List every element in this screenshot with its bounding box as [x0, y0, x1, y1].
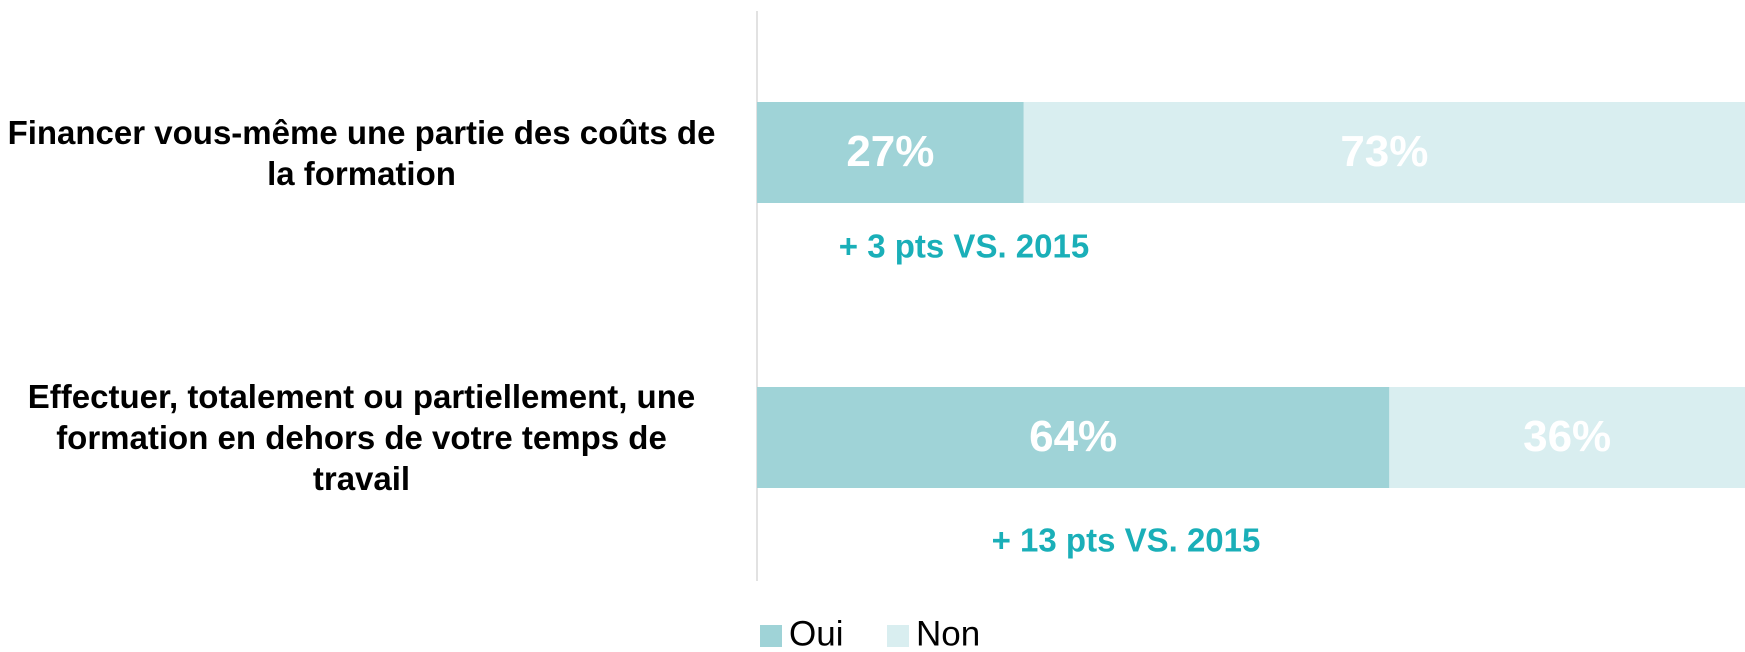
legend-label: Oui: [789, 614, 843, 652]
value-label: 36%: [1523, 412, 1611, 461]
annotation: + 13 pts VS. 2015: [992, 522, 1261, 559]
value-label: 27%: [846, 127, 934, 176]
legend-swatch: [760, 625, 782, 647]
category-text: Financer vous-même une partie des coûts …: [7, 113, 716, 192]
legend-label: Non: [916, 614, 980, 652]
bar-segment: [757, 387, 1390, 488]
bar-segment: [757, 102, 1024, 203]
legend-swatch: [887, 625, 909, 647]
annotation: + 3 pts VS. 2015: [839, 228, 1089, 265]
category-label: Financer vous-même une partie des coûts …: [0, 62, 723, 243]
category-text: Effectuer, totalement ou partiellement, …: [27, 378, 696, 497]
bar-segment: [1023, 102, 1745, 203]
value-label: 73%: [1340, 127, 1428, 176]
value-label: 64%: [1029, 412, 1117, 461]
bar-segment: [1389, 387, 1745, 488]
category-label: Effectuer, totalement ou partiellement, …: [0, 347, 723, 528]
